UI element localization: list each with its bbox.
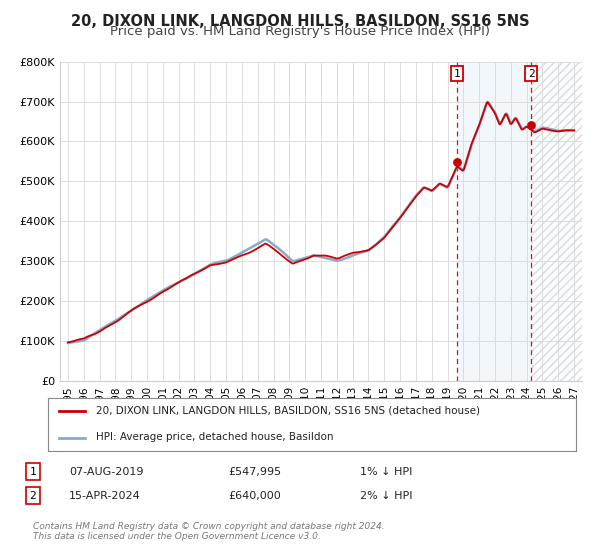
Text: 1: 1 [29,466,37,477]
Text: 2% ↓ HPI: 2% ↓ HPI [360,491,413,501]
HPI: Average price, detached house, Basildon: (2e+03, 1.26e+05): Average price, detached house, Basildon:… [95,327,103,334]
Text: 20, DIXON LINK, LANGDON HILLS, BASILDON, SS16 5NS (detached house): 20, DIXON LINK, LANGDON HILLS, BASILDON,… [95,406,479,416]
Text: 1% ↓ HPI: 1% ↓ HPI [360,466,412,477]
Text: Contains HM Land Registry data © Crown copyright and database right 2024.
This d: Contains HM Land Registry data © Crown c… [33,522,385,542]
Text: 1: 1 [454,68,460,78]
20, DIXON LINK, LANGDON HILLS, BASILDON, SS16 5NS (detached house) [95,329,103,335]
Text: Price paid vs. HM Land Registry's House Price Index (HPI): Price paid vs. HM Land Registry's House … [110,25,490,38]
Text: £640,000: £640,000 [228,491,281,501]
HPI: Average price, detached house, Basildon: (2.02e+03, 5.06e+05): Average price, detached house, Basildon:… [448,175,455,182]
Text: 2: 2 [29,491,37,501]
HPI: Average price, detached house, Basildon: (2.03e+03, 6.28e+05): Average price, detached house, Basildon:… [571,127,578,134]
HPI: Average price, detached house, Basildon: (2.01e+03, 3.22e+05): Average price, detached house, Basildon:… [358,249,365,256]
HPI: Average price, detached house, Basildon: (2.02e+03, 6.63e+05): Average price, detached house, Basildon:… [501,113,508,120]
Text: 07-AUG-2019: 07-AUG-2019 [69,466,143,477]
Text: 2: 2 [528,68,535,78]
20, DIXON LINK, LANGDON HILLS, BASILDON, SS16 5NS (detached house) [501,113,508,120]
20, DIXON LINK, LANGDON HILLS, BASILDON, SS16 5NS (detached house) [448,174,455,181]
Bar [531,62,582,381]
HPI: Average price, detached house, Basildon: (2.02e+03, 3.8e+05): Average price, detached house, Basildon:… [387,226,394,232]
20, DIXON LINK, LANGDON HILLS, BASILDON, SS16 5NS (detached house) [358,248,365,255]
Text: £547,995: £547,995 [228,466,281,477]
Bar [531,62,582,381]
20, DIXON LINK, LANGDON HILLS, BASILDON, SS16 5NS (detached house) [371,242,379,249]
Point [526,121,536,130]
Bar [457,62,531,381]
20, DIXON LINK, LANGDON HILLS, BASILDON, SS16 5NS (detached house) [571,127,578,134]
Line: 20, DIXON LINK, LANGDON HILLS, BASILDON, SS16 5NS (detached house): 20, DIXON LINK, LANGDON HILLS, BASILDON,… [68,102,574,342]
HPI: Average price, detached house, Basildon: (2e+03, 9.5e+04): Average price, detached house, Basildon:… [64,339,71,346]
Text: 20, DIXON LINK, LANGDON HILLS, BASILDON, SS16 5NS: 20, DIXON LINK, LANGDON HILLS, BASILDON,… [71,14,529,29]
Line: HPI: Average price, detached house, Basildon: HPI: Average price, detached house, Basi… [68,102,574,343]
Text: 15-APR-2024: 15-APR-2024 [69,491,141,501]
Point [452,158,462,167]
20, DIXON LINK, LANGDON HILLS, BASILDON, SS16 5NS (detached house) [64,339,71,346]
20, DIXON LINK, LANGDON HILLS, BASILDON, SS16 5NS (detached house) [484,99,491,106]
Text: HPI: Average price, detached house, Basildon: HPI: Average price, detached house, Basi… [95,432,333,442]
HPI: Average price, detached house, Basildon: (2.02e+03, 6.98e+05): Average price, detached house, Basildon:… [484,99,491,105]
HPI: Average price, detached house, Basildon: (2.01e+03, 3.4e+05): Average price, detached house, Basildon:… [371,242,379,249]
20, DIXON LINK, LANGDON HILLS, BASILDON, SS16 5NS (detached house) [387,226,394,233]
